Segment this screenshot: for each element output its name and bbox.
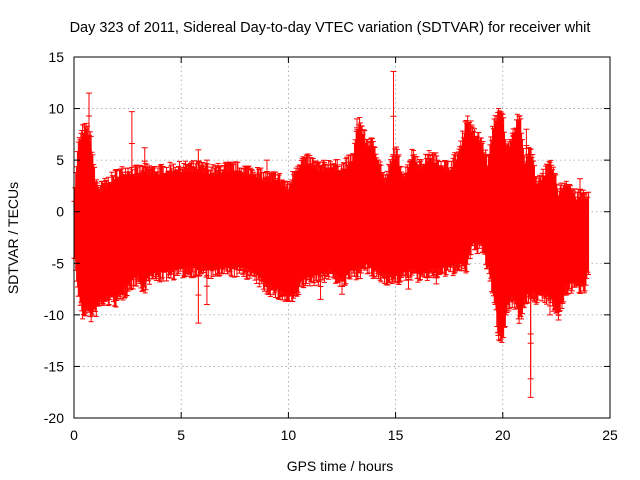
outlier-points xyxy=(86,70,583,398)
y-axis-label: SDTVAR / TECUs xyxy=(5,182,21,294)
y-tick-label: 15 xyxy=(48,49,64,65)
y-tick-label: -15 xyxy=(44,358,64,374)
x-tick-label: 25 xyxy=(602,427,618,443)
y-tick-label: -20 xyxy=(44,410,64,426)
y-tick-label: -10 xyxy=(44,307,64,323)
x-tick-label: 5 xyxy=(177,427,185,443)
y-tick-label: 0 xyxy=(56,204,64,220)
axis-ticks: 0 5 10 15 20 25 15 10 5 0 -5 -10 -15 -20 xyxy=(44,49,618,443)
plot-frame xyxy=(73,56,611,419)
x-tick-label: 20 xyxy=(495,427,511,443)
chart-title: Day 323 of 2011, Sidereal Day-to-day VTE… xyxy=(70,20,591,36)
x-tick-label: 15 xyxy=(388,427,404,443)
y-tick-label: -5 xyxy=(52,255,65,271)
y-tick-label: 5 xyxy=(56,152,64,168)
x-tick-label: 0 xyxy=(70,427,78,443)
data-band xyxy=(71,108,592,343)
x-tick-label: 10 xyxy=(281,427,297,443)
x-axis-label: GPS time / hours xyxy=(287,458,394,474)
y-tick-label: 10 xyxy=(48,101,64,117)
